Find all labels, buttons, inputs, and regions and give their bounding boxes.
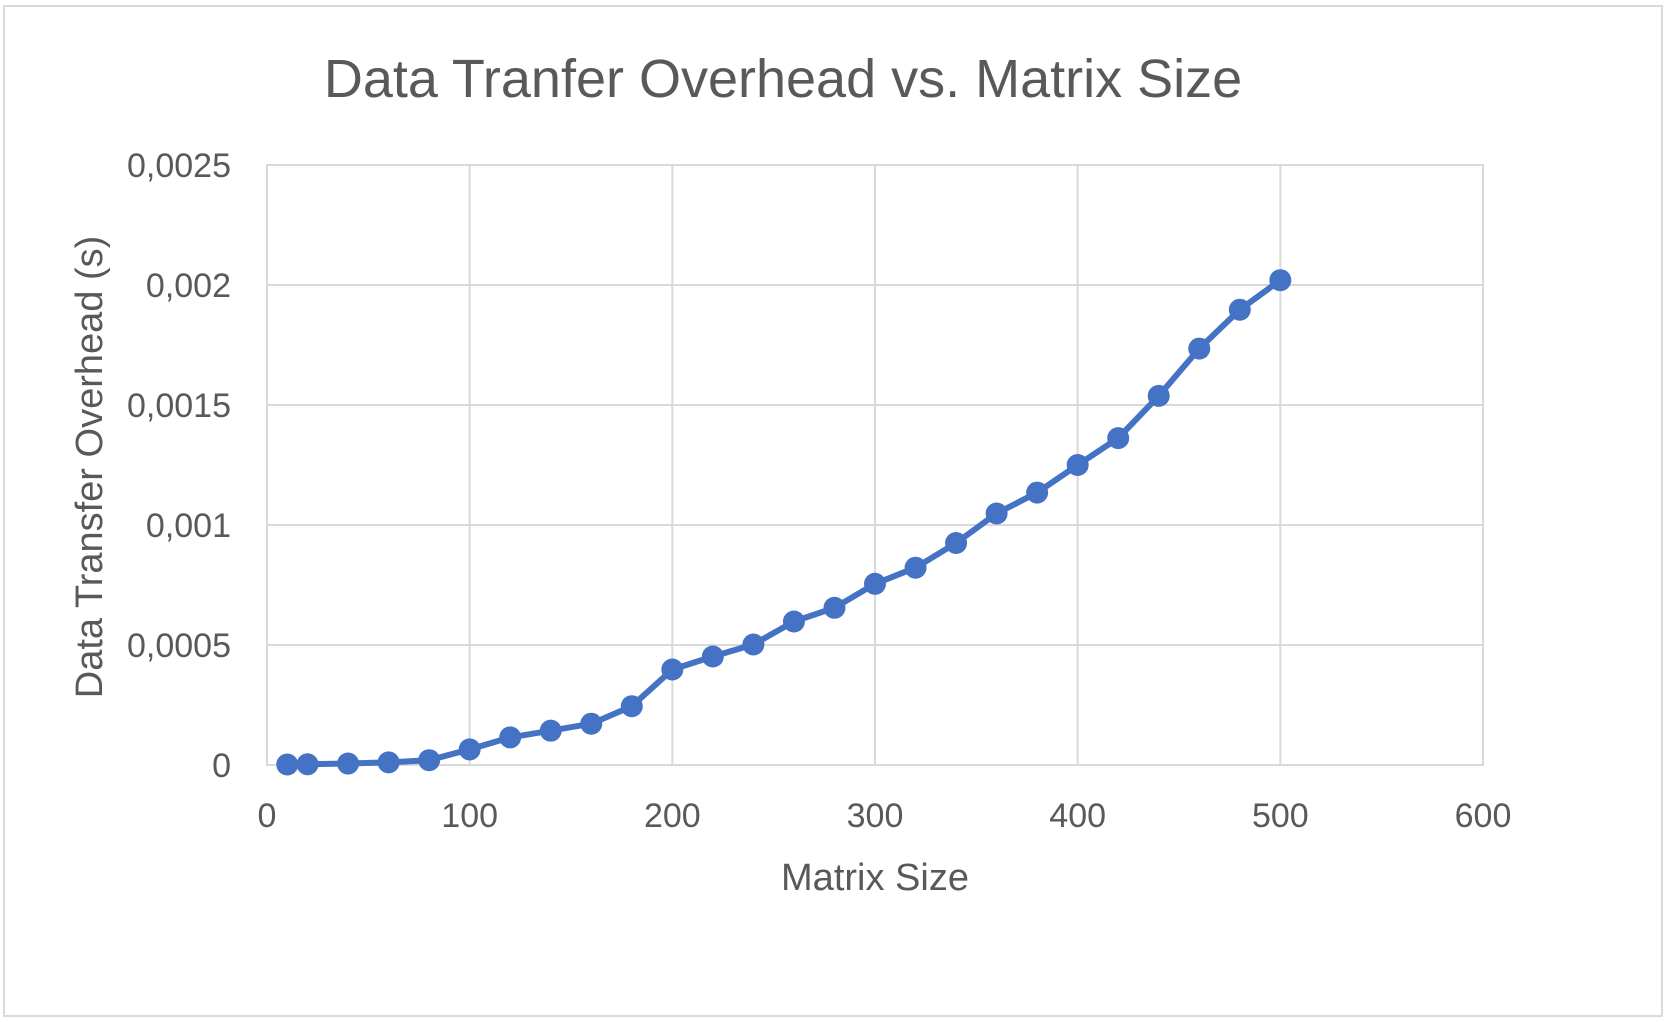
series-line xyxy=(284,277,1284,768)
y-tick-label: 0,0025 xyxy=(127,147,231,185)
y-axis-title: Data Transfer Overhead (s) xyxy=(69,236,111,699)
data-point xyxy=(1188,337,1211,360)
y-tick-label: 0 xyxy=(212,747,231,785)
y-tick-label: 0,0015 xyxy=(127,387,231,425)
data-point xyxy=(782,610,805,633)
x-tick-label: 100 xyxy=(441,797,498,835)
series-layer xyxy=(276,269,1292,776)
y-tick-label: 0,001 xyxy=(146,507,231,545)
data-point xyxy=(620,695,643,718)
data-point xyxy=(580,712,603,735)
y-tick-label: 0,002 xyxy=(146,267,231,305)
data-point xyxy=(499,726,522,749)
data-point xyxy=(1026,481,1049,504)
data-point xyxy=(1107,427,1130,450)
plot-area-border xyxy=(266,164,1484,766)
data-point xyxy=(1269,269,1292,292)
data-point xyxy=(1066,454,1089,476)
x-tick-label: 600 xyxy=(1455,797,1512,835)
grid xyxy=(266,164,1484,766)
x-tick-label: 400 xyxy=(1049,797,1106,835)
data-point xyxy=(276,753,299,776)
data-point xyxy=(661,658,684,681)
data-point xyxy=(377,751,400,774)
x-axis-title: Matrix Size xyxy=(781,857,969,899)
y-tick-label: 0,0005 xyxy=(127,627,231,665)
x-tick-label: 300 xyxy=(847,797,904,835)
data-point xyxy=(418,749,441,772)
data-point xyxy=(539,719,562,742)
data-point xyxy=(701,645,724,668)
chart-container: 0 0,0005 0,001 0,0015 0,002 0,0025 0 100 200 300 4… xyxy=(3,5,1663,1017)
chart-canvas: 0 0,0005 0,001 0,0015 0,002 0,0025 0 100 200 300 4… xyxy=(69,49,1511,899)
data-point xyxy=(864,572,886,595)
data-point xyxy=(945,532,968,554)
chart-title: Data Tranfer Overhead vs. Matrix Size xyxy=(324,49,1242,109)
x-tick-label: 500 xyxy=(1252,797,1309,835)
data-point xyxy=(742,633,765,656)
data-point xyxy=(904,556,927,579)
data-point xyxy=(823,596,846,619)
data-point xyxy=(1147,384,1170,407)
data-point xyxy=(985,502,1008,525)
axes: 0 0,0005 0,001 0,0015 0,002 0,0025 0 100 200 300 4… xyxy=(127,147,1511,835)
x-tick-label: 200 xyxy=(644,797,701,835)
data-point xyxy=(458,738,481,761)
x-tick-label: 0 xyxy=(258,797,277,835)
data-point xyxy=(337,752,360,775)
data-point xyxy=(1228,298,1251,321)
data-point xyxy=(296,753,319,776)
